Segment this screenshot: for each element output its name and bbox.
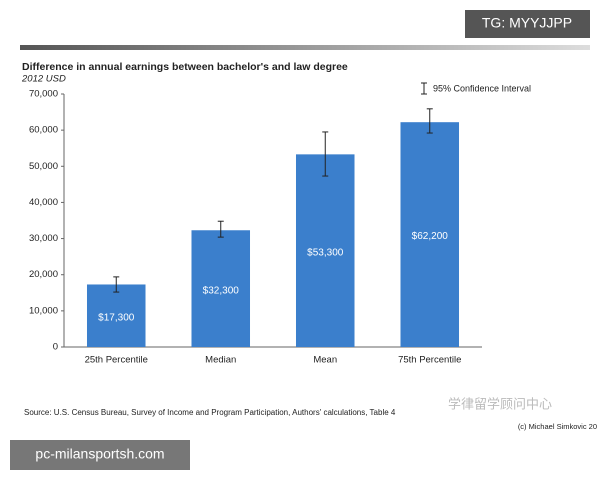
- value-label: $62,200: [412, 231, 449, 242]
- bar: [86, 284, 146, 347]
- chart-title: Difference in annual earnings between ba…: [22, 61, 348, 73]
- watermark: pc-milansportsh.com: [35, 446, 164, 462]
- legend: 95% Confidence Interval: [421, 82, 531, 95]
- source-note: Source: U.S. Census Bureau, Survey of In…: [24, 408, 396, 417]
- value-label: $32,300: [203, 285, 240, 296]
- chart-subtitle: 2012 USD: [21, 74, 66, 85]
- x-tick-label: 75th Percentile: [398, 355, 461, 366]
- bar: [191, 230, 251, 347]
- x-tick-label: 25th Percentile: [85, 355, 148, 366]
- bar: [400, 122, 460, 347]
- watermark: 学律留学顾问中心: [448, 396, 552, 411]
- header-rule: [20, 45, 590, 50]
- watermark-box: [465, 10, 590, 38]
- credit: (c) Michael Simkovic 20: [518, 422, 597, 431]
- value-label: $53,300: [307, 247, 344, 258]
- y-tick-label: 50,000: [29, 161, 58, 172]
- y-tick-label: 60,000: [29, 125, 58, 136]
- y-tick-label: 30,000: [29, 233, 58, 244]
- y-tick-label: 20,000: [29, 269, 58, 280]
- x-tick-label: Median: [205, 355, 236, 366]
- watermark: TG: MYYJJPP: [482, 15, 572, 31]
- y-tick-label: 10,000: [29, 305, 58, 316]
- value-label: $17,300: [98, 312, 135, 323]
- watermark-box: [10, 440, 190, 470]
- y-tick-label: 0: [53, 342, 58, 353]
- y-tick-label: 40,000: [29, 197, 58, 208]
- bar: [295, 154, 355, 347]
- legend-label: 95% Confidence Interval: [433, 83, 531, 93]
- y-tick-label: 70,000: [29, 89, 58, 100]
- x-tick-label: Mean: [313, 355, 337, 366]
